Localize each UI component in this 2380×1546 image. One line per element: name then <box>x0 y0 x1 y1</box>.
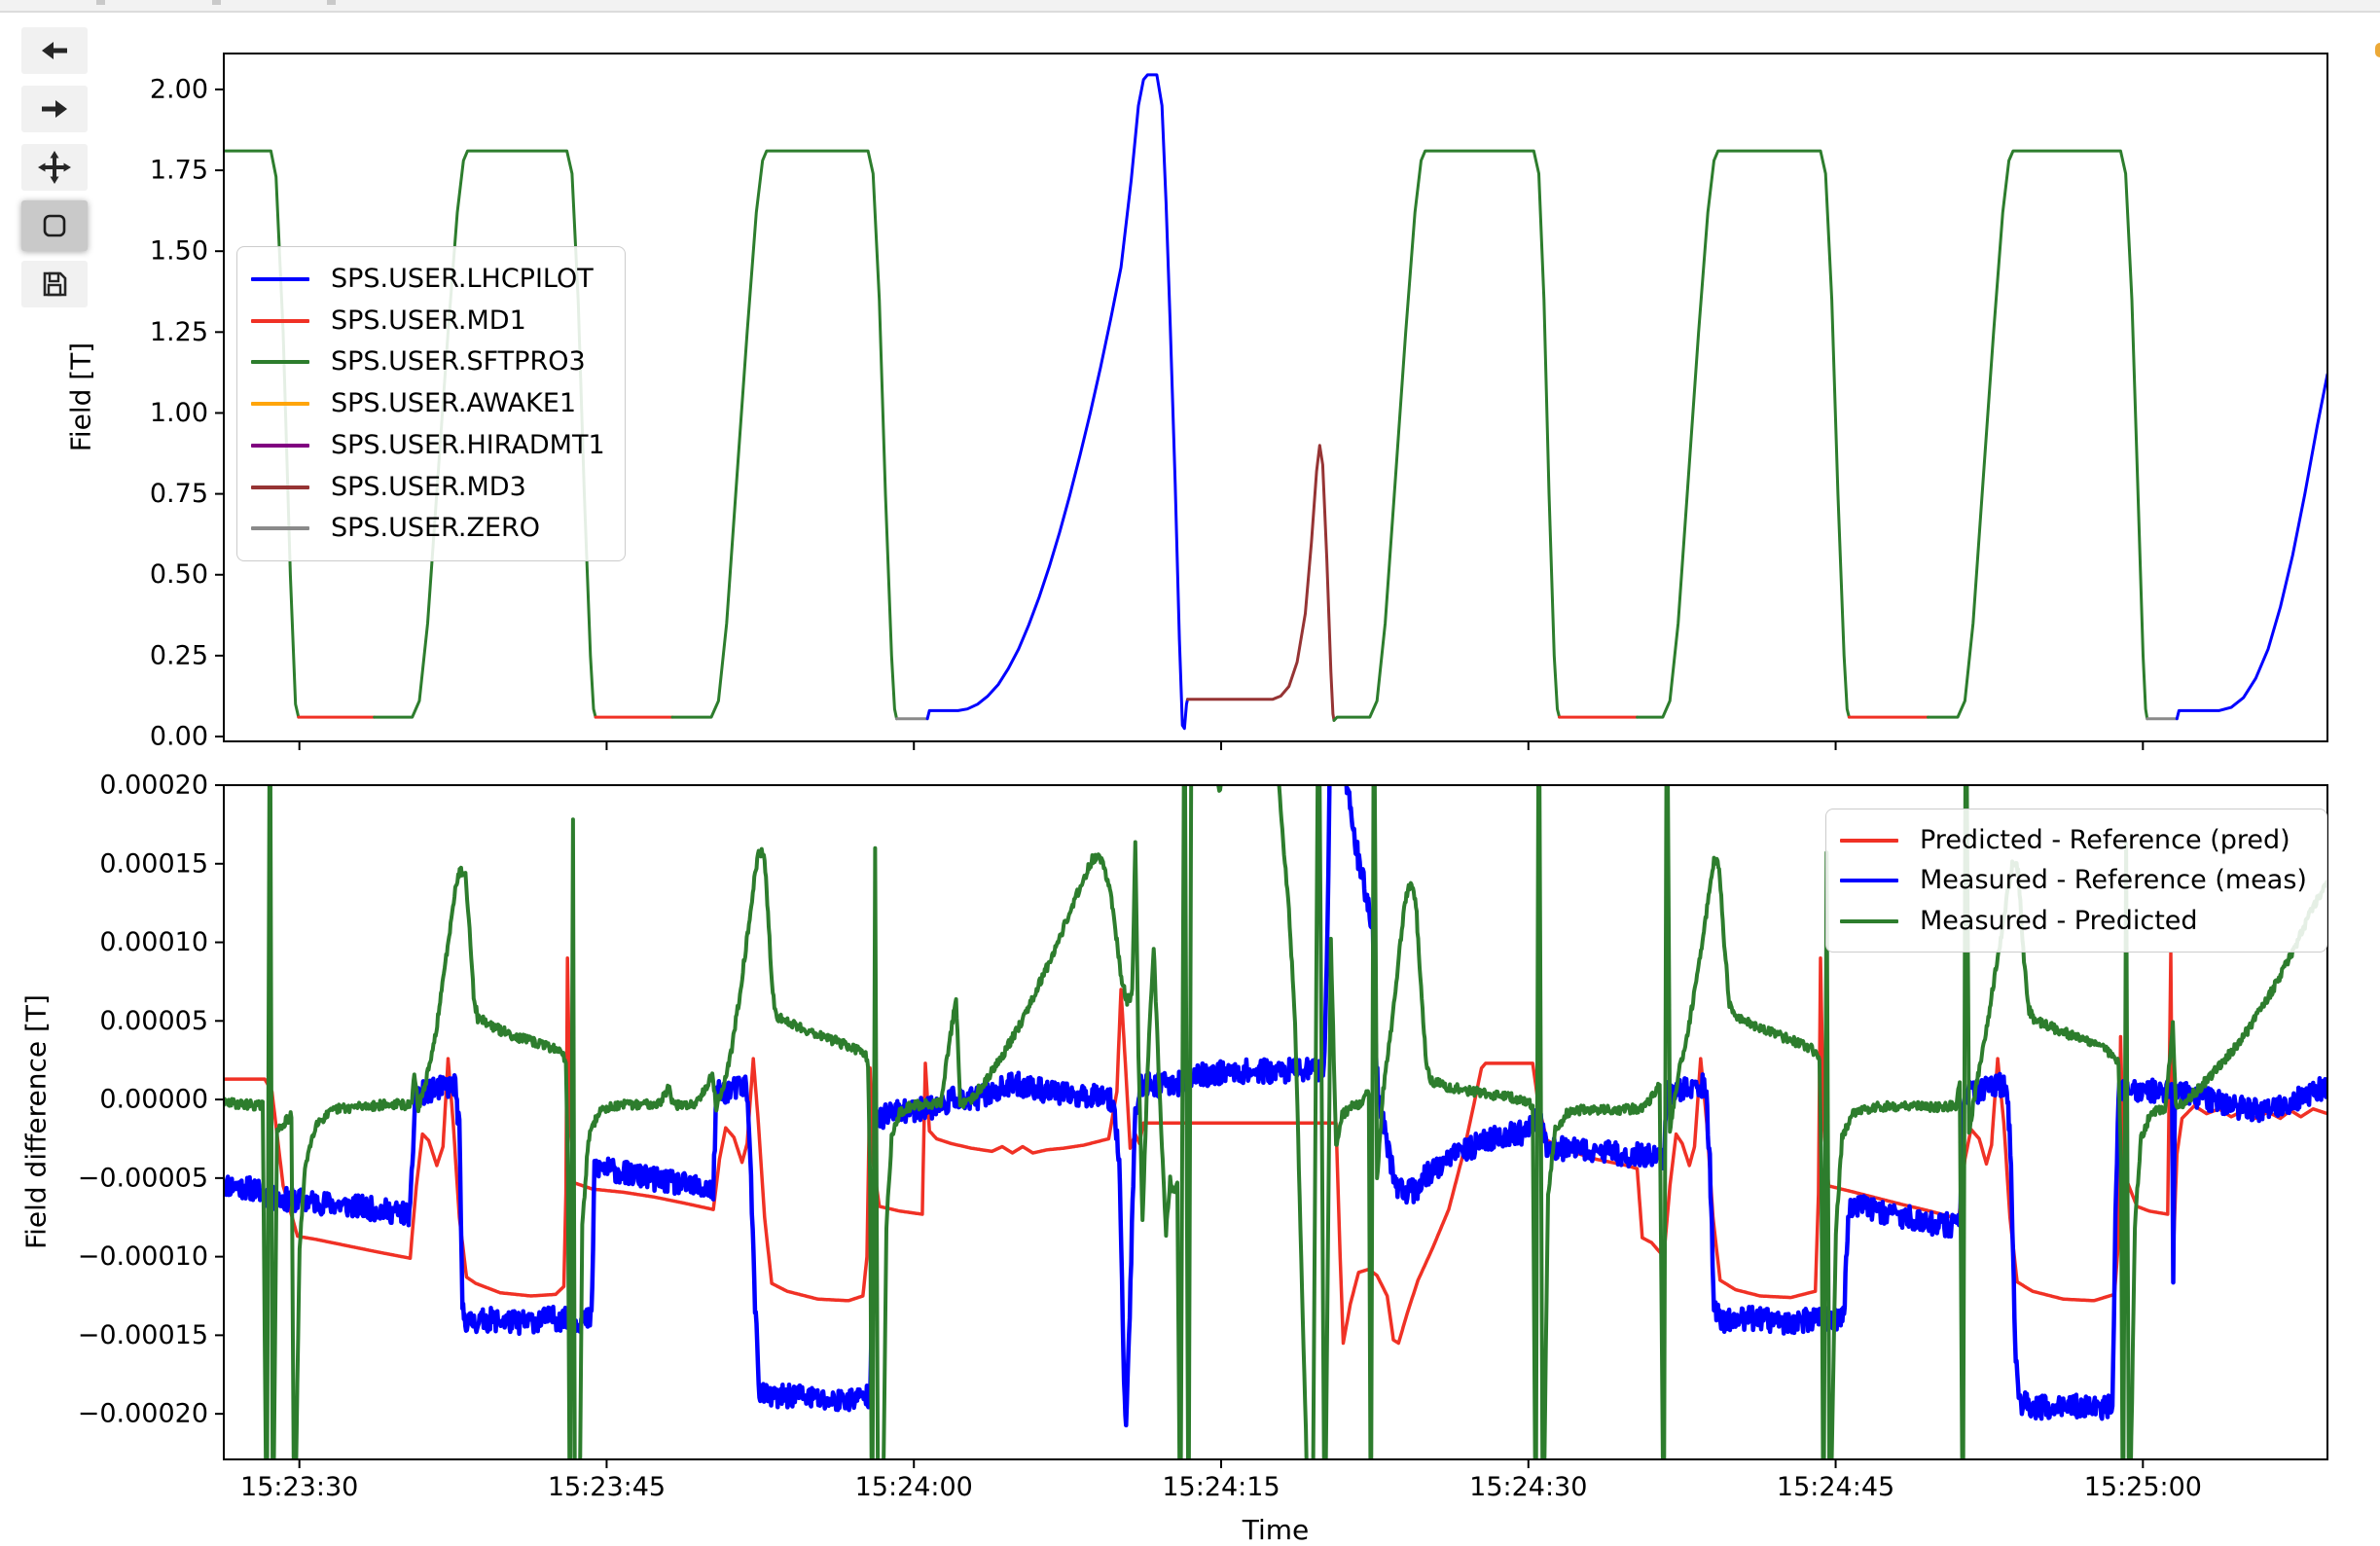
series-SPS.USER.SFTPRO3 <box>1636 149 1851 719</box>
y-axis-label-field-difference: Field difference [T] <box>19 994 53 1249</box>
legend-item: SPS.USER.LHCPILOT <box>251 260 605 299</box>
back-arrow-icon <box>42 42 67 59</box>
y-tick-label: 0.00010 <box>99 927 208 957</box>
axes-spines <box>223 784 2328 1460</box>
legend-line-sample <box>1840 838 1898 843</box>
save-floppy-icon <box>43 271 67 297</box>
legend-line-sample <box>251 360 309 365</box>
top-bar-mark <box>212 0 221 5</box>
legend-label: SPS.USER.ZERO <box>331 513 541 544</box>
y-tick-label: 0.25 <box>150 640 208 670</box>
legend-item: SPS.USER.AWAKE1 <box>251 384 605 423</box>
y-tick-label: −0.00010 <box>78 1241 208 1272</box>
legend-item: Predicted - Reference (pred) <box>1840 821 2307 860</box>
x-tick-label: 15:24:00 <box>855 1472 973 1502</box>
y-tick-label: 2.00 <box>150 74 208 104</box>
legend-label: SPS.USER.SFTPRO3 <box>331 346 586 378</box>
x-tick-label: 15:23:30 <box>240 1472 358 1502</box>
top-plot-legend: SPS.USER.LHCPILOT SPS.USER.MD1 SPS.USER.SF… <box>236 246 626 561</box>
legend-item: SPS.USER.MD1 <box>251 302 605 341</box>
series-SPS.USER.SFTPRO3 <box>1927 149 2149 721</box>
plot-lines <box>224 73 2327 731</box>
y-tick-label: 0.00020 <box>99 771 208 801</box>
legend-item: SPS.USER.MD3 <box>251 468 605 507</box>
legend-label: Predicted - Reference (pred) <box>1920 824 2290 855</box>
legend-item: Measured - Predicted <box>1840 902 2307 941</box>
forward-button[interactable] <box>21 86 88 132</box>
y-tick-label: 0.00015 <box>99 848 208 879</box>
y-axis-label-field: Field [T] <box>64 342 97 452</box>
x-tick-label: 15:24:30 <box>1469 1472 1587 1502</box>
series-SPS.USER.MD3 <box>1186 444 1336 722</box>
legend-label: SPS.USER.LHCPILOT <box>331 263 594 294</box>
legend-line-sample <box>251 485 309 489</box>
y-tick-label: 0.00 <box>150 722 208 752</box>
legend-label: Measured - Predicted <box>1920 905 2198 936</box>
y-tick-label: −0.00020 <box>78 1399 208 1429</box>
bottom-plot-legend: Predicted - Reference (pred) Measured - R… <box>1825 809 2327 953</box>
axes-spines <box>223 53 2328 742</box>
y-tick-label: −0.00015 <box>78 1320 208 1350</box>
series-SPS.USER.SFTPRO3 <box>670 149 898 721</box>
series-SPS.USER.SFTPRO3 <box>1332 149 1562 722</box>
legend-line-sample <box>1840 879 1898 882</box>
legend-item: SPS.USER.HIRADMT1 <box>251 426 605 465</box>
y-tick-label: 1.75 <box>150 156 208 186</box>
y-tick-label: 1.25 <box>150 317 208 347</box>
y-tick-label: 1.00 <box>150 398 208 428</box>
x-tick-label: 15:24:15 <box>1162 1472 1280 1502</box>
y-tick-label: 0.00005 <box>99 1006 208 1036</box>
edge-cursor-fragment <box>2375 43 2380 57</box>
legend-line-sample <box>251 526 309 531</box>
plot-lines <box>224 785 2327 1459</box>
top-bar-mark <box>96 0 105 5</box>
y-tick-label: −0.00005 <box>78 1163 208 1193</box>
x-tick-label: 15:25:00 <box>2084 1472 2202 1502</box>
legend-label: Measured - Reference (meas) <box>1920 865 2307 895</box>
x-tick-label: 15:23:45 <box>548 1472 666 1502</box>
window-top-bar <box>0 0 2380 13</box>
zoom-to-rect-button[interactable] <box>21 200 88 251</box>
legend-line-sample <box>251 318 309 323</box>
legend-label: SPS.USER.AWAKE1 <box>331 388 577 418</box>
legend-label: SPS.USER.MD1 <box>331 305 526 336</box>
pan-arrows-icon <box>38 151 71 184</box>
x-axis-label-time: Time <box>1242 1514 1310 1546</box>
series-SPS.USER.LHCPILOT <box>2175 373 2327 721</box>
legend-line-sample <box>251 276 309 281</box>
series-SPS.USER.LHCPILOT <box>925 73 1189 731</box>
legend-item: Measured - Reference (meas) <box>1840 861 2307 900</box>
legend-line-sample <box>1840 918 1898 923</box>
legend-item: SPS.USER.SFTPRO3 <box>251 342 605 381</box>
series-Measured - Predicted <box>224 785 2327 1459</box>
legend-line-sample <box>251 402 309 406</box>
top-bar-mark <box>327 0 336 5</box>
legend-label: SPS.USER.MD3 <box>331 471 526 502</box>
back-button[interactable] <box>21 27 88 74</box>
save-button[interactable] <box>21 261 88 307</box>
zoom-rect-icon <box>43 214 66 237</box>
legend-label: SPS.USER.HIRADMT1 <box>331 429 605 460</box>
y-tick-label: 0.50 <box>150 559 208 590</box>
series-SPS.USER.SFTPRO3 <box>373 149 597 719</box>
y-tick-label: 0.00000 <box>99 1085 208 1115</box>
field-difference-plot: 15:23:30 15:23:45 15:24:00 15:24:15 15:24:30… <box>78 771 2328 1502</box>
legend-item: SPS.USER.ZERO <box>251 509 605 548</box>
forward-arrow-icon <box>42 100 67 118</box>
x-tick-label: 15:24:45 <box>1777 1472 1894 1502</box>
pan-button[interactable] <box>21 144 88 191</box>
y-tick-label: 1.50 <box>150 236 208 267</box>
legend-line-sample <box>251 443 309 448</box>
y-tick-label: 0.75 <box>150 479 208 509</box>
